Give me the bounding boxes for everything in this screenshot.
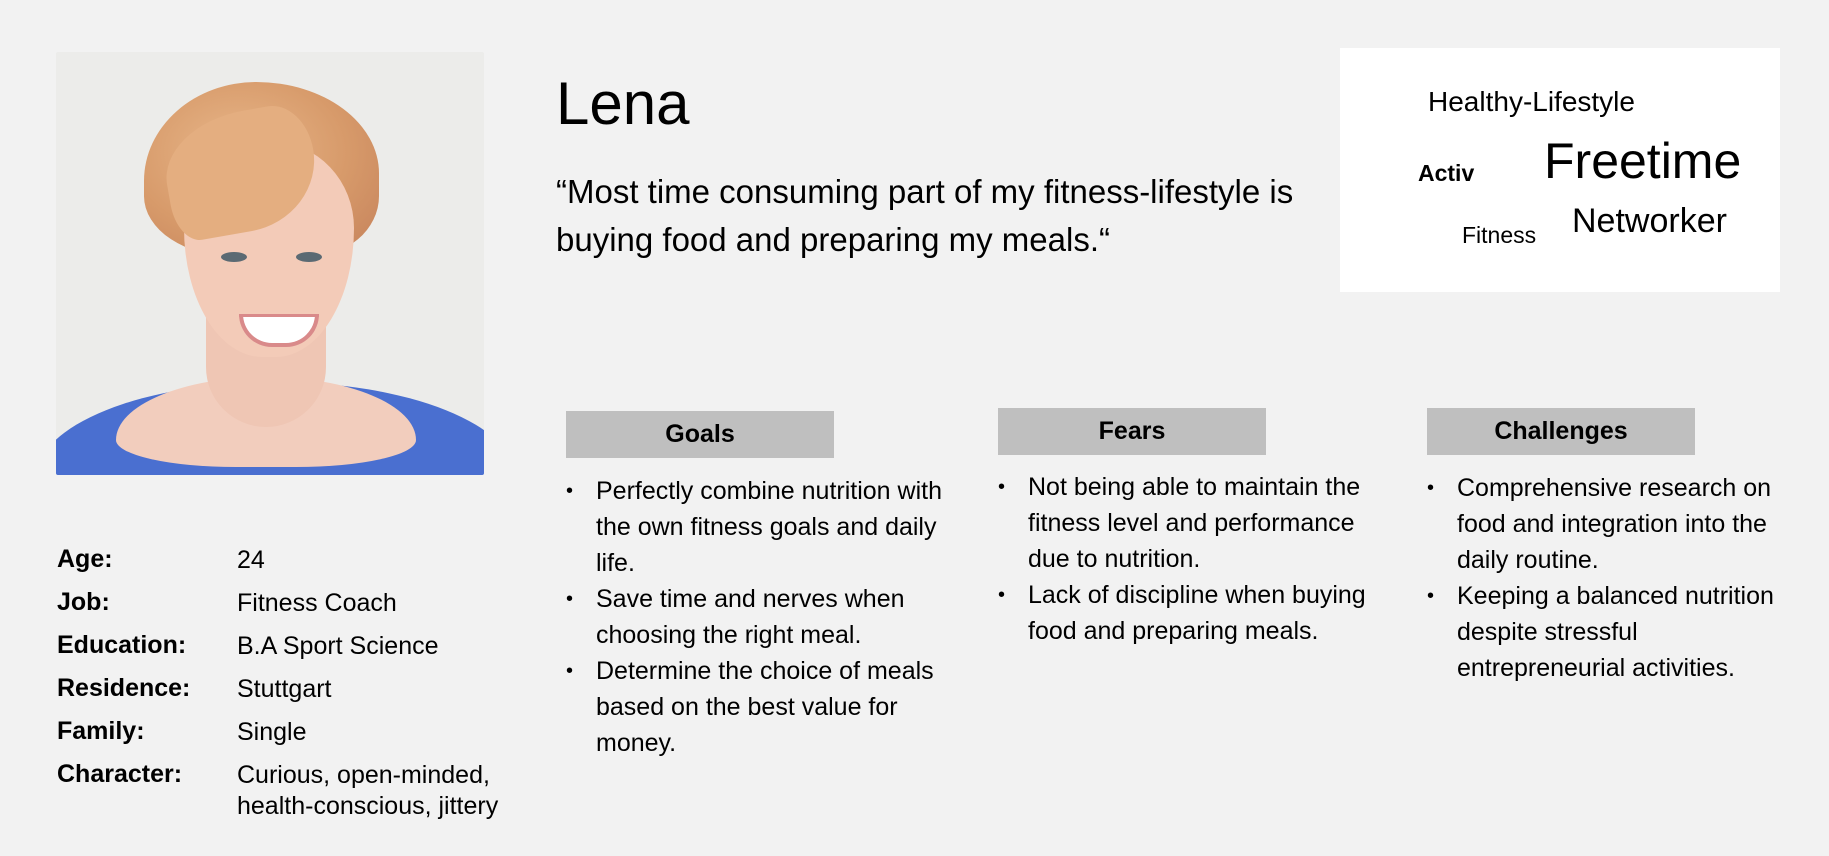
list-item: Keeping a balanced nutrition despite str… xyxy=(1427,578,1802,686)
left-eye xyxy=(221,252,247,262)
word-cloud-item: Fitness xyxy=(1462,222,1537,248)
word-cloud-item: Healthy-Lifestyle xyxy=(1428,86,1635,117)
challenges-section: Challenges Comprehensive research on foo… xyxy=(1427,408,1802,686)
word-cloud-item: Networker xyxy=(1572,202,1727,240)
list-item: Comprehensive research on food and integ… xyxy=(1427,470,1802,578)
fears-list: Not being able to maintain the fitness l… xyxy=(998,469,1373,649)
list-item: Perfectly combine nutrition with the own… xyxy=(566,473,946,581)
goals-header: Goals xyxy=(566,411,834,458)
list-item: Save time and nerves when choosing the r… xyxy=(566,581,946,653)
fears-header: Fears xyxy=(998,408,1266,455)
detail-label: Job: xyxy=(57,588,110,616)
goals-list: Perfectly combine nutrition with the own… xyxy=(566,473,946,761)
detail-value: Fitness Coach xyxy=(237,589,397,617)
persona-quote: “Most time consuming part of my fitness-… xyxy=(556,173,1294,258)
detail-value: B.A Sport Science xyxy=(237,632,439,660)
detail-value: 24 xyxy=(237,546,265,574)
detail-label: Character: xyxy=(57,760,183,788)
detail-value: Curious, open-minded, xyxy=(237,761,490,789)
list-item: Lack of discipline when buying food and … xyxy=(998,577,1373,649)
detail-value: Stuttgart xyxy=(237,675,332,703)
fears-section: Fears Not being able to maintain the fit… xyxy=(998,408,1373,649)
challenges-list: Comprehensive research on food and integ… xyxy=(1427,470,1802,686)
challenges-header: Challenges xyxy=(1427,408,1695,455)
detail-value: Single xyxy=(237,718,307,746)
detail-label: Education: xyxy=(57,631,187,659)
right-eye xyxy=(296,252,322,262)
word-cloud: Healthy-Lifestyle Activ Freetime Fitness… xyxy=(1340,48,1780,292)
persona-photo xyxy=(56,52,484,475)
list-item: Determine the choice of meals based on t… xyxy=(566,653,946,761)
list-item: Not being able to maintain the fitness l… xyxy=(998,469,1373,577)
persona-name: Lena xyxy=(556,70,690,137)
detail-label: Family: xyxy=(57,717,145,745)
word-cloud-item: Activ xyxy=(1418,160,1475,186)
detail-label: Age: xyxy=(57,545,113,573)
word-cloud-item: Freetime xyxy=(1544,133,1742,189)
detail-label: Residence: xyxy=(57,674,191,702)
detail-value-line2: health-conscious, jittery xyxy=(237,792,499,820)
goals-section: Goals Perfectly combine nutrition with t… xyxy=(566,411,946,761)
